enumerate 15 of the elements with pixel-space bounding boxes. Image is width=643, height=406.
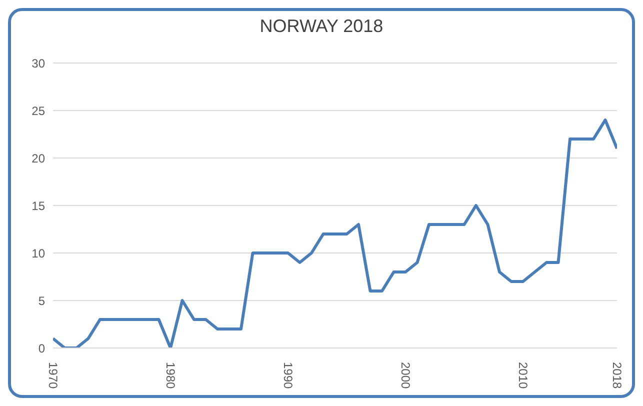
x-tick-label: 2010 <box>516 362 530 390</box>
y-tick-label: 15 <box>32 198 46 213</box>
x-tick-label: 1970 <box>46 362 60 390</box>
x-tick-label: 1980 <box>163 362 178 390</box>
y-tick-label: 10 <box>32 246 46 260</box>
y-tick-label: 0 <box>38 341 46 356</box>
y-tick-label: 20 <box>32 151 46 166</box>
line-series <box>53 118 617 348</box>
x-tick-label: 1990 <box>280 362 295 390</box>
x-tick-label: 2018 <box>610 362 624 390</box>
y-tick-label: 25 <box>32 104 46 118</box>
y-tick-label: 30 <box>32 56 46 70</box>
x-tick-label: 2000 <box>398 362 412 390</box>
y-tick-label: 5 <box>38 294 46 308</box>
chart-title: NORWAY 2018 <box>258 16 384 37</box>
